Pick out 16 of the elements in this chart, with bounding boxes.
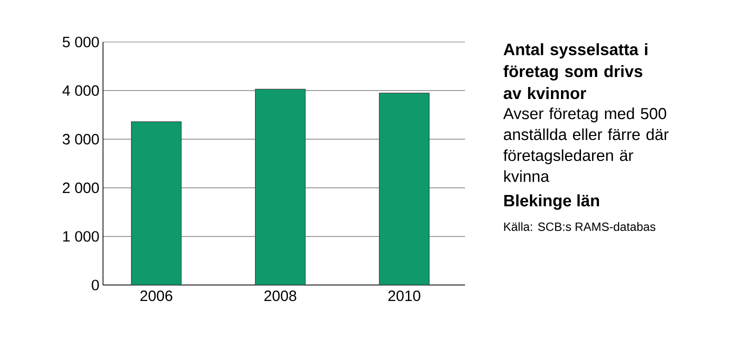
x-tick-label: 2008 — [264, 290, 296, 302]
y-tick-label: 1 000 — [63, 231, 99, 242]
x-tick-label: 2010 — [388, 290, 420, 302]
y-tick-label: 0 — [92, 280, 99, 290]
text: Källa: SCB:s RAMS-databas — [504, 222, 656, 231]
text: Blekinge län — [504, 194, 600, 210]
y-tick-label: 3 000 — [62, 134, 99, 144]
text: Antal sysselsatta i företag som drivs av kvinnor — [503, 43, 648, 100]
bar — [378, 92, 430, 285]
y-tick-label: 5 000 — [62, 36, 99, 48]
bar — [131, 121, 182, 285]
y-tick-label: 2 000 — [62, 182, 99, 194]
x-tick-label: 2006 — [140, 290, 172, 302]
bar — [254, 88, 306, 285]
text: Avser företag med 500 anställda eller färre där företagsledaren är kvinna — [503, 108, 669, 182]
y-tick-label: 4 000 — [62, 85, 99, 96]
